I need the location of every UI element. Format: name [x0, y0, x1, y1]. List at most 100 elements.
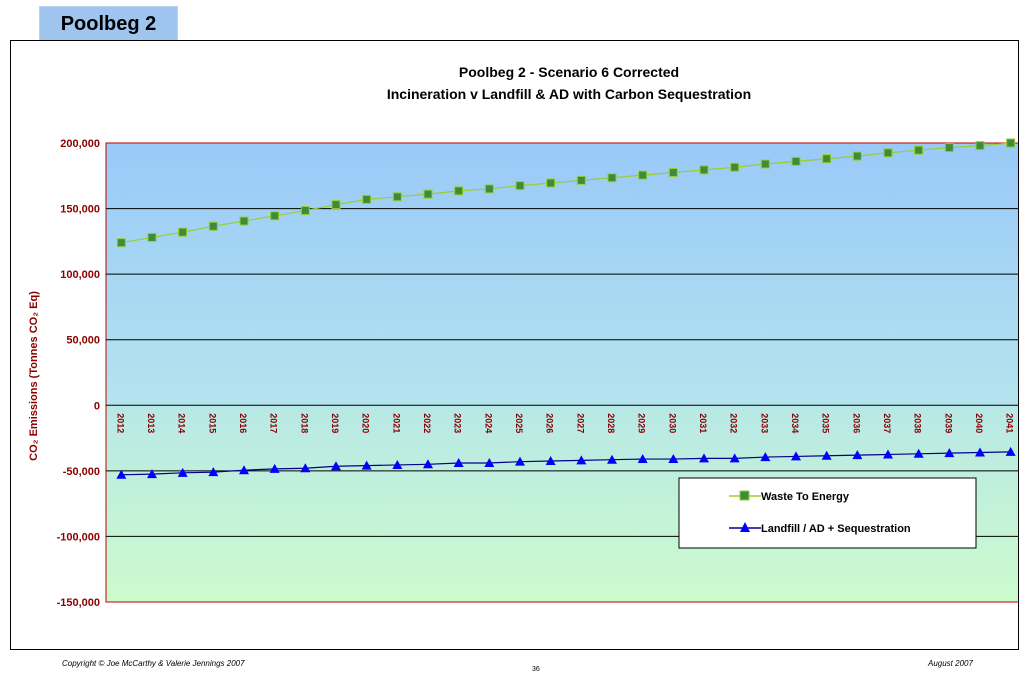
x-tick-label: 2032	[729, 413, 739, 433]
data-point-waste-to-energy	[852, 151, 862, 161]
footer-copyright: Copyright © Joe McCarthy & Valerie Jenni…	[62, 659, 245, 668]
plot-border	[105, 142, 1018, 603]
x-tick-label: 2028	[606, 413, 616, 433]
data-point-landfill	[883, 449, 893, 459]
x-tick-label: 2014	[177, 413, 187, 433]
data-point-landfill	[331, 461, 341, 471]
x-tick-label: 2029	[637, 413, 647, 433]
x-tick-label: 2035	[821, 413, 831, 433]
data-point-landfill	[944, 448, 955, 458]
legend: Waste To Energy Landfill / AD + Sequestr…	[678, 477, 977, 549]
y-tick-label: -100,000	[57, 531, 100, 543]
x-tick-label: 2024	[483, 413, 493, 433]
data-point-waste-to-energy	[331, 200, 341, 210]
x-tick-label: 2037	[882, 413, 892, 433]
legend-label-waste-to-energy: Waste To Energy	[761, 491, 850, 503]
y-tick-label: 0	[94, 400, 100, 412]
footer-page-number: 36	[532, 666, 540, 673]
y-tick-label: -150,000	[57, 597, 100, 609]
x-tick-label: 2039	[943, 413, 953, 433]
data-point-landfill	[699, 453, 709, 463]
x-tick-label: 2020	[361, 413, 371, 433]
chart-title: Poolbeg 2 - Scenario 6 Corrected	[459, 64, 679, 80]
data-point-landfill	[147, 469, 157, 479]
data-point-landfill	[607, 454, 617, 464]
x-tick-label: 2040	[974, 413, 984, 433]
data-point-landfill	[637, 454, 648, 464]
data-point-waste-to-energy	[730, 162, 740, 172]
data-point-landfill	[269, 463, 280, 473]
data-point-landfill	[423, 459, 433, 469]
data-point-waste-to-energy	[116, 238, 126, 248]
x-tick-label: 2023	[453, 413, 463, 433]
data-point-landfill	[913, 448, 924, 458]
data-point-landfill	[300, 463, 311, 473]
data-point-waste-to-energy	[147, 232, 157, 242]
x-tick-label: 2027	[575, 413, 585, 433]
data-point-waste-to-energy	[975, 141, 985, 151]
x-tick-label: 2036	[851, 413, 861, 433]
x-tick-label: 2033	[759, 413, 769, 433]
data-point-waste-to-energy	[270, 211, 280, 221]
data-point-landfill	[361, 460, 372, 470]
data-point-landfill	[208, 467, 219, 477]
data-point-waste-to-energy	[883, 148, 893, 158]
series-layer	[116, 138, 1016, 479]
legend-box	[678, 477, 977, 549]
data-point-waste-to-energy	[392, 192, 402, 202]
data-point-landfill	[484, 457, 495, 467]
x-tick-label: 2019	[330, 413, 340, 433]
footer-date: August 2007	[928, 659, 973, 668]
data-point-landfill	[1005, 446, 1016, 456]
data-point-waste-to-energy	[791, 156, 801, 166]
data-point-landfill	[453, 457, 464, 467]
data-point-landfill	[668, 454, 679, 464]
data-point-waste-to-energy	[300, 206, 310, 216]
chart-subtitle: Incineration v Landfill & AD with Carbon…	[387, 86, 751, 102]
data-point-waste-to-energy	[208, 221, 218, 231]
data-point-waste-to-energy	[546, 178, 556, 188]
y-tick-label: 150,000	[60, 204, 100, 216]
data-point-waste-to-energy	[699, 165, 709, 175]
x-tick-label: 2013	[146, 413, 156, 433]
data-point-waste-to-energy	[239, 216, 249, 226]
y-tick-label: 100,000	[60, 269, 100, 281]
x-tick-label: 2026	[545, 413, 555, 433]
data-point-waste-to-energy	[760, 159, 770, 169]
data-point-waste-to-energy	[362, 194, 372, 204]
data-point-landfill	[852, 450, 863, 460]
y-axis-label: CO₂ Emissions (Tonnes CO₂ Eq)	[28, 291, 40, 461]
y-tick-label: -50,000	[63, 466, 100, 478]
data-point-landfill	[821, 450, 832, 460]
x-tick-label: 2022	[422, 413, 432, 433]
data-point-landfill	[392, 459, 403, 469]
data-point-waste-to-energy	[638, 170, 648, 180]
data-point-landfill	[791, 451, 801, 461]
legend-marker-landfill	[740, 522, 750, 532]
data-point-waste-to-energy	[454, 186, 464, 196]
data-point-landfill	[576, 455, 587, 465]
x-tick-label: 2041	[1005, 413, 1015, 433]
data-point-waste-to-energy	[668, 168, 678, 178]
data-point-waste-to-energy	[1006, 138, 1016, 148]
data-point-waste-to-energy	[822, 154, 832, 164]
series-line-0	[121, 142, 1011, 244]
x-tick-label: 2016	[238, 413, 248, 433]
data-point-waste-to-energy	[515, 181, 525, 191]
x-tick-label: 2015	[207, 413, 217, 433]
page-tab-title: Poolbeg 2	[39, 6, 178, 43]
data-point-waste-to-energy	[607, 173, 617, 183]
data-point-landfill	[975, 447, 985, 457]
data-point-waste-to-energy	[178, 227, 188, 237]
x-tick-label: 2012	[115, 413, 125, 433]
data-point-waste-to-energy	[944, 143, 954, 153]
data-point-waste-to-energy	[576, 175, 586, 185]
data-point-landfill	[760, 452, 771, 462]
legend-label-landfill-ad-sequestration: Landfill / AD + Sequestration	[761, 523, 911, 535]
x-tick-label: 2031	[698, 413, 708, 433]
data-point-landfill	[239, 465, 249, 475]
x-tick-label: 2017	[269, 413, 279, 433]
x-tick-label: 2038	[913, 413, 923, 433]
x-tick-label: 2021	[391, 413, 401, 433]
x-tick-label: 2018	[299, 413, 309, 433]
